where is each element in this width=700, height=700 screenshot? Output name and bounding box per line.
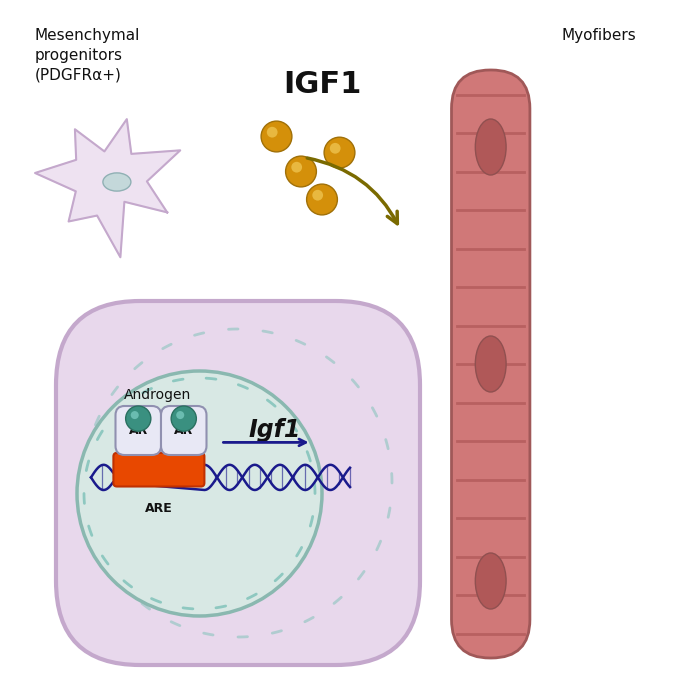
FancyBboxPatch shape	[116, 406, 161, 455]
Circle shape	[267, 127, 278, 138]
Circle shape	[171, 406, 196, 431]
FancyBboxPatch shape	[452, 70, 530, 658]
Ellipse shape	[475, 553, 506, 609]
FancyBboxPatch shape	[113, 453, 204, 486]
Circle shape	[77, 371, 322, 616]
Polygon shape	[35, 119, 180, 258]
Text: Androgen: Androgen	[124, 389, 191, 402]
Circle shape	[291, 162, 302, 173]
Circle shape	[307, 184, 337, 215]
Circle shape	[176, 411, 184, 419]
Circle shape	[286, 156, 316, 187]
FancyBboxPatch shape	[56, 301, 420, 665]
Text: Myofibers: Myofibers	[561, 28, 636, 43]
Text: Igf1: Igf1	[248, 419, 301, 442]
FancyBboxPatch shape	[161, 406, 206, 455]
Ellipse shape	[475, 119, 506, 175]
Text: AR: AR	[129, 424, 148, 437]
Circle shape	[330, 143, 341, 154]
Circle shape	[126, 406, 151, 431]
Text: AR: AR	[174, 424, 193, 437]
Circle shape	[131, 411, 139, 419]
Circle shape	[324, 137, 355, 168]
Circle shape	[261, 121, 292, 152]
Text: IGF1: IGF1	[283, 70, 361, 99]
Text: Mesenchymal
progenitors
(PDGFRα+): Mesenchymal progenitors (PDGFRα+)	[35, 28, 141, 83]
Ellipse shape	[103, 173, 131, 191]
Circle shape	[312, 190, 323, 201]
Ellipse shape	[475, 336, 506, 392]
Text: ARE: ARE	[145, 502, 173, 515]
